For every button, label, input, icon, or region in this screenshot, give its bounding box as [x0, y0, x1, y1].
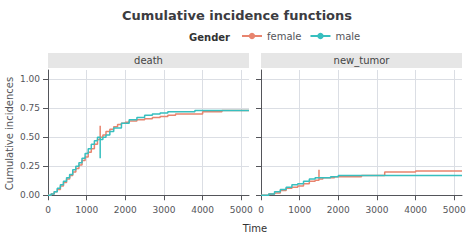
svg-text:2000: 2000	[114, 205, 137, 215]
svg-text:5000: 5000	[443, 205, 466, 215]
svg-text:Gender: Gender	[189, 32, 230, 43]
svg-text:Cumulative incidence functions: Cumulative incidence functions	[122, 8, 352, 23]
svg-text:0.50: 0.50	[20, 132, 40, 142]
svg-text:male: male	[335, 31, 360, 42]
svg-text:1000: 1000	[288, 205, 311, 215]
svg-text:1.00: 1.00	[20, 74, 40, 84]
svg-text:0.25: 0.25	[20, 161, 40, 171]
svg-text:Cumulative incidences: Cumulative incidences	[4, 77, 15, 190]
svg-text:2000: 2000	[327, 205, 350, 215]
svg-text:0: 0	[258, 205, 264, 215]
svg-text:0: 0	[45, 205, 51, 215]
svg-text:3000: 3000	[153, 205, 176, 215]
svg-text:4000: 4000	[191, 205, 214, 215]
svg-text:3000: 3000	[366, 205, 389, 215]
svg-text:4000: 4000	[404, 205, 427, 215]
svg-text:female: female	[267, 31, 301, 42]
svg-text:5000: 5000	[230, 205, 253, 215]
svg-text:Time: Time	[242, 223, 267, 234]
svg-text:0.00: 0.00	[20, 190, 40, 200]
svg-text:0.75: 0.75	[20, 103, 40, 113]
svg-text:death: death	[134, 55, 163, 66]
svg-text:1000: 1000	[75, 205, 98, 215]
svg-text:new_tumor: new_tumor	[334, 55, 391, 67]
